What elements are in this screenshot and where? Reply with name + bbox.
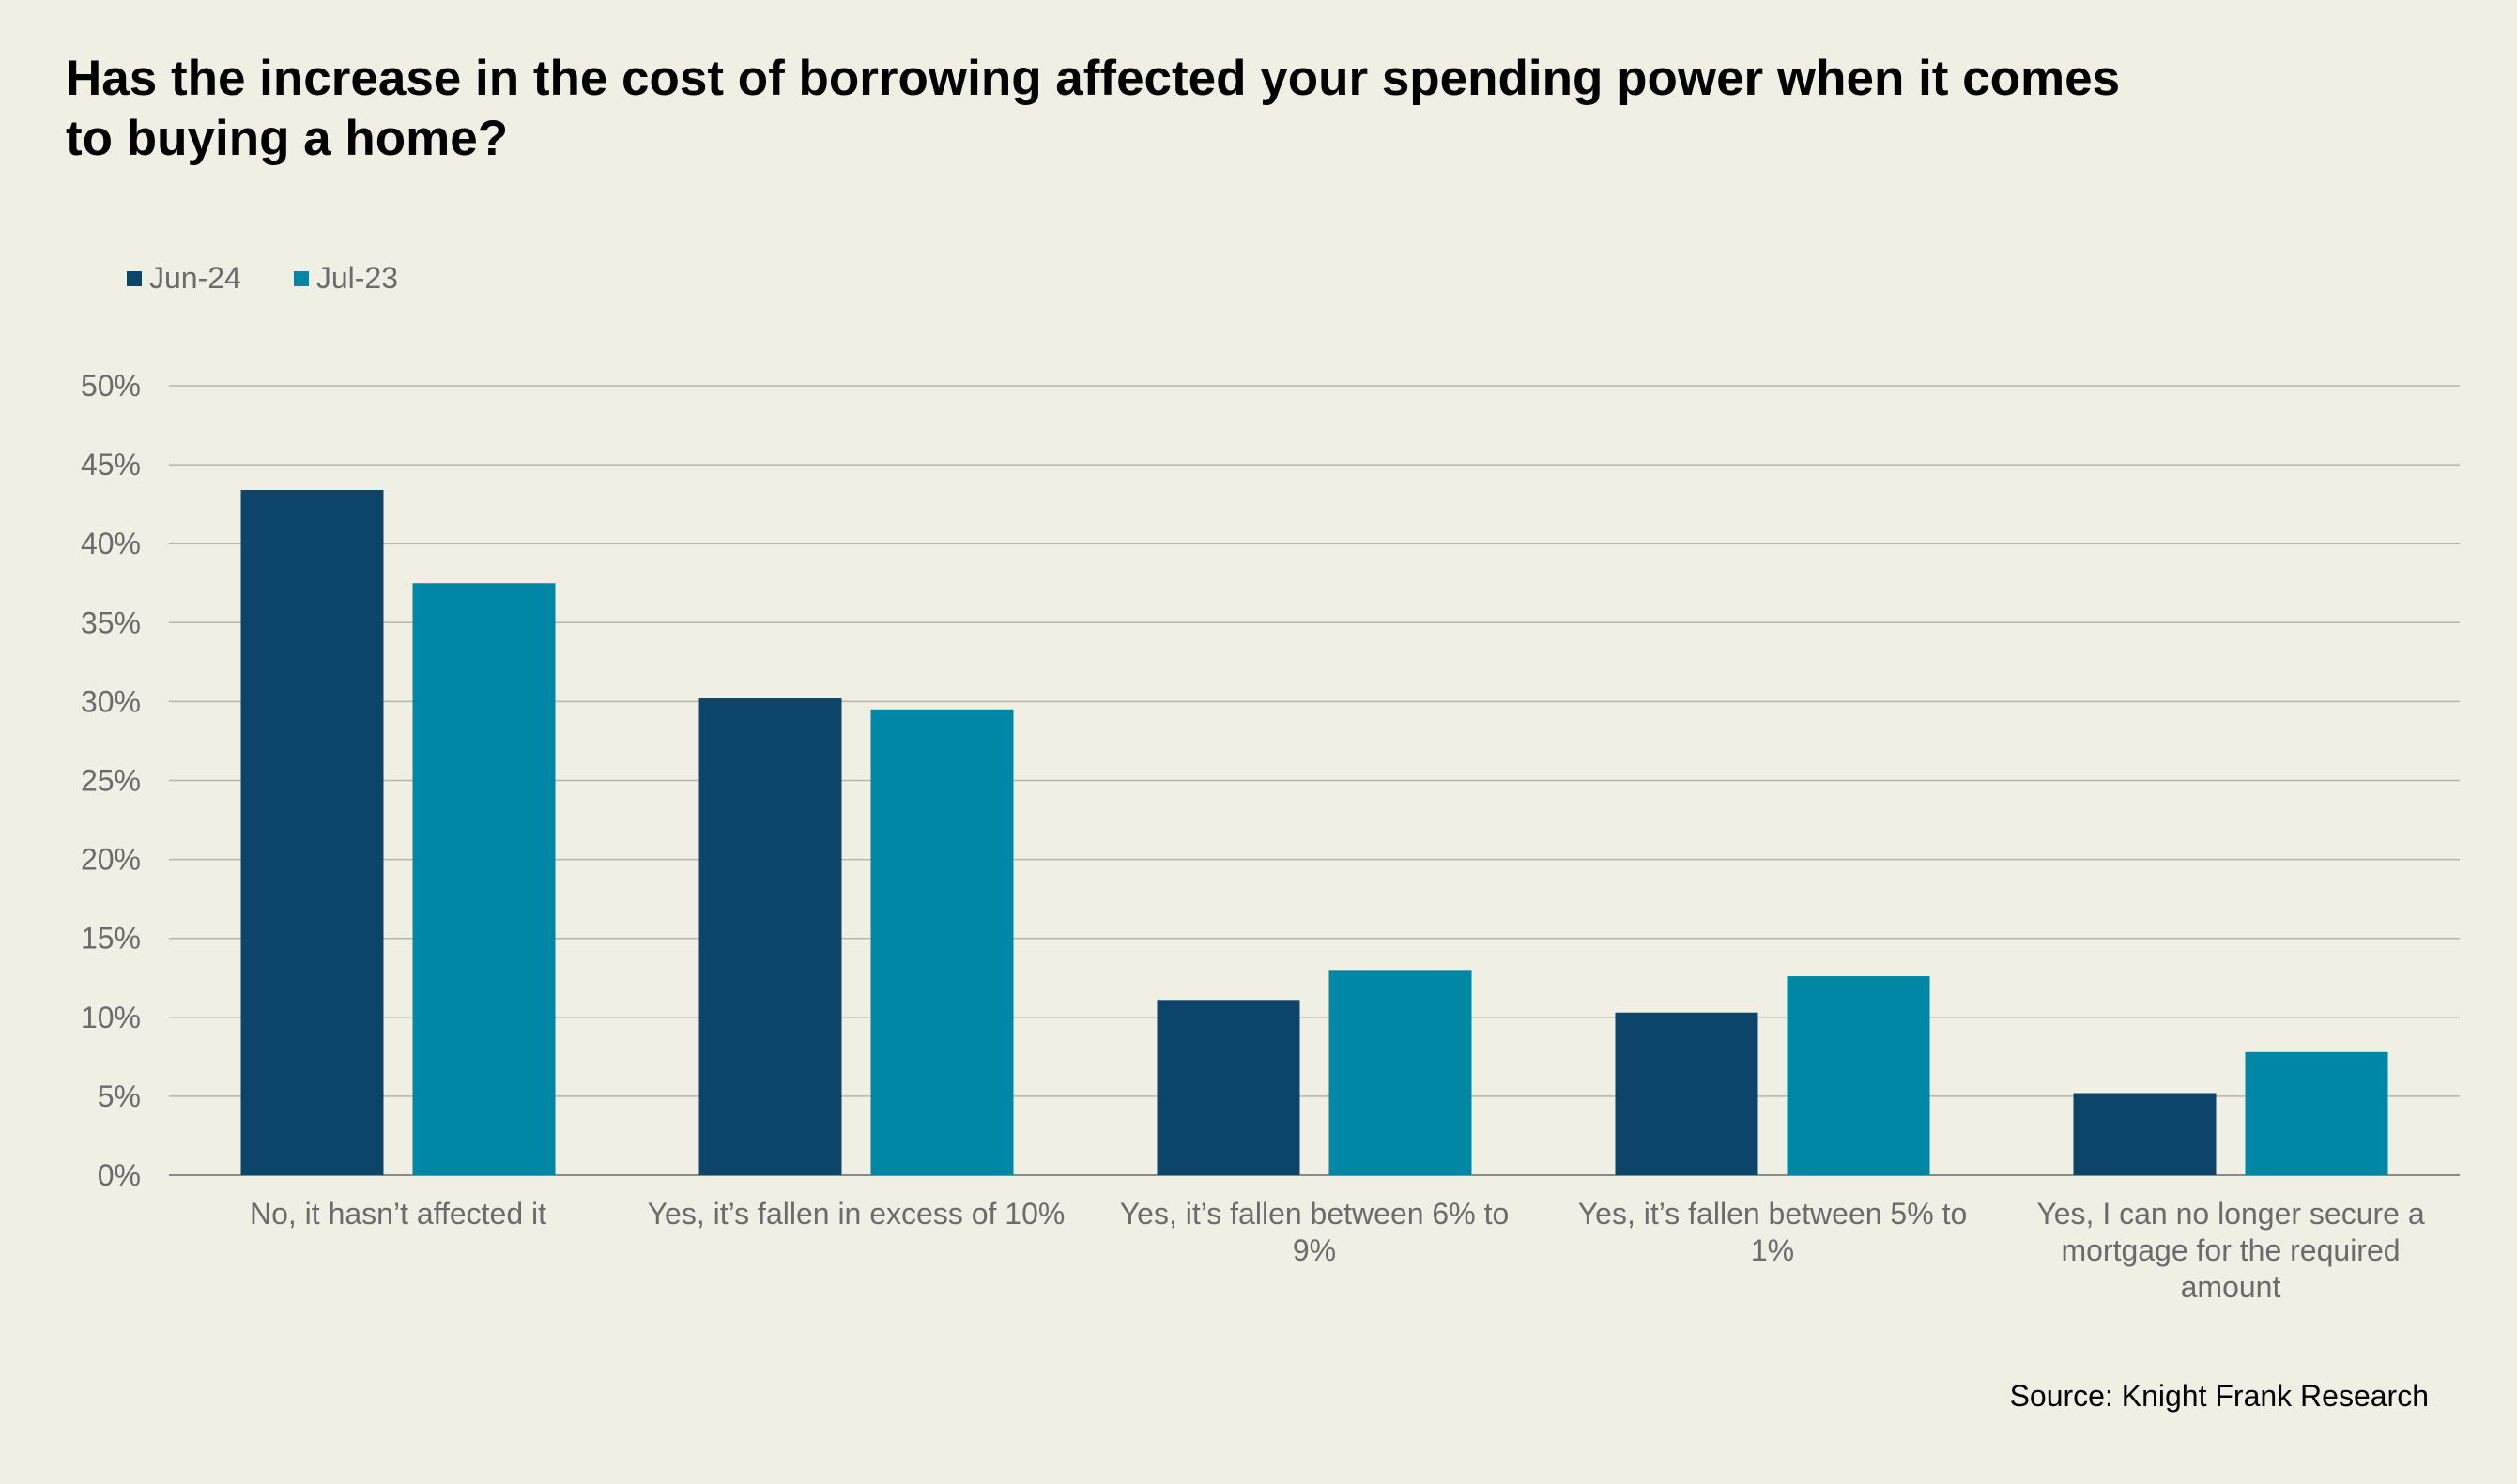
y-tick-label: 35%	[81, 605, 141, 639]
y-tick-label: 45%	[81, 448, 141, 482]
x-category-label-line: Yes, it’s fallen between 6% to	[1120, 1197, 1510, 1231]
bar-jul-23	[1787, 976, 1930, 1175]
chart-title: Has the increase in the cost of borrowin…	[66, 51, 2121, 166]
y-tick-label: 30%	[81, 684, 141, 718]
legend-swatch-jun-24	[127, 270, 142, 286]
x-category-label-line: 1%	[1751, 1233, 1794, 1267]
y-tick-label: 0%	[98, 1158, 141, 1192]
y-tick-label: 40%	[81, 527, 141, 560]
legend-item-jul-23: Jul-23	[293, 261, 398, 296]
legend: Jun-24 Jul-23	[127, 261, 451, 296]
y-tick-label: 20%	[81, 843, 141, 877]
x-category-label-line: mortgage for the required	[2061, 1233, 2400, 1267]
x-category-label-line: Yes, it’s fallen between 5% to	[1578, 1197, 1968, 1231]
legend-item-jun-24: Jun-24	[127, 261, 241, 296]
bar-jul-23	[1328, 970, 1472, 1175]
x-category-label: Yes, I can no longer secure a mortgage fo…	[2036, 1197, 2425, 1304]
bar-jun-24	[2073, 1093, 2217, 1175]
x-category-label: No, it hasn’t affected it	[250, 1197, 546, 1231]
x-category-label-line: Yes, it’s fallen in excess of 10%	[648, 1197, 1066, 1231]
y-tick-label: 15%	[81, 922, 141, 956]
y-tick-label: 10%	[81, 1001, 141, 1034]
x-category-label-line: amount	[2181, 1270, 2281, 1304]
x-category-label: Yes, it’s fallen between 5% to 1%	[1578, 1197, 1968, 1267]
bar-jun-24	[240, 490, 384, 1175]
y-tick-label: 50%	[81, 369, 141, 403]
y-tick-label: 5%	[98, 1079, 141, 1113]
legend-swatch-jul-23	[293, 270, 309, 286]
bar-jul-23	[870, 709, 1014, 1175]
bar-jun-24	[1157, 1000, 1300, 1175]
x-category-label: Yes, it’s fallen between 6% to 9%	[1120, 1197, 1510, 1267]
x-category-label: Yes, it’s fallen in excess of 10%	[648, 1197, 1066, 1231]
bar-jun-24	[1615, 1012, 1758, 1175]
legend-label-jul-23: Jul-23	[315, 261, 398, 295]
x-category-label-line: Yes, I can no longer secure a	[2036, 1197, 2425, 1231]
bar-jul-23	[412, 583, 556, 1175]
bar-jul-23	[2245, 1051, 2388, 1175]
bar-jun-24	[698, 698, 842, 1175]
legend-label-jun-24: Jun-24	[149, 261, 241, 295]
x-category-label-line: No, it hasn’t affected it	[250, 1197, 546, 1231]
x-category-label-line: 9%	[1293, 1233, 1336, 1267]
source-note: Source: Knight Frank Research	[2009, 1379, 2429, 1413]
y-tick-label: 25%	[81, 764, 141, 798]
